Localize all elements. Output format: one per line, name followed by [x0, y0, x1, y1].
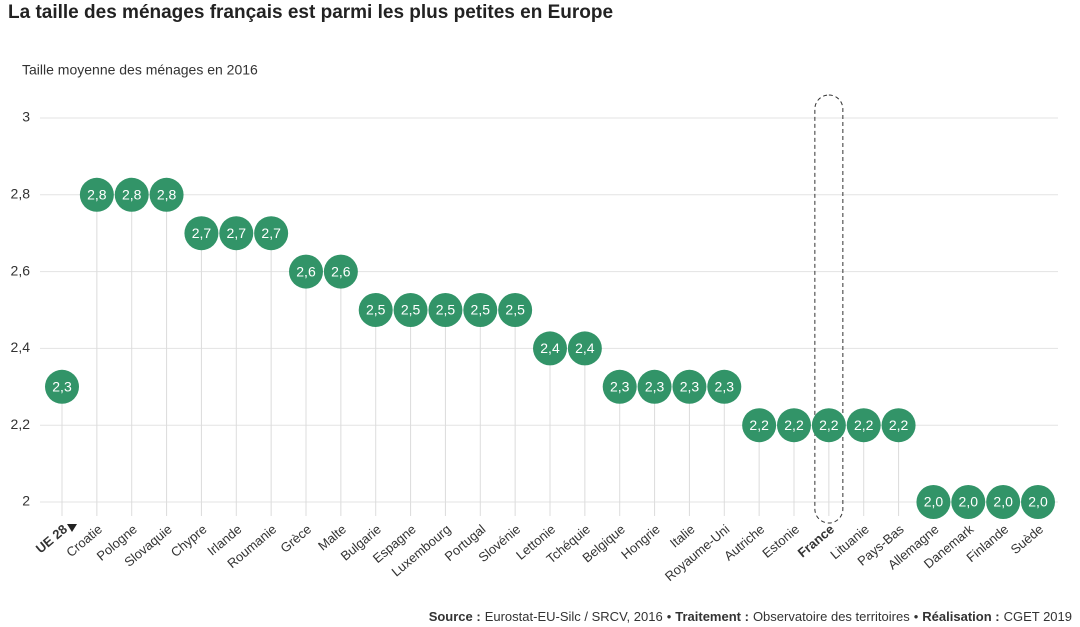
x-tick-label: Estonie: [759, 521, 802, 560]
y-tick-label: 3: [22, 109, 30, 125]
dot: [881, 408, 916, 443]
value-label: 2,3: [715, 379, 735, 395]
value-label: 2,5: [401, 302, 421, 318]
y-tick-label: 2,6: [11, 262, 31, 278]
value-label: 2,8: [122, 187, 142, 203]
footer-text: Eurostat-EU-Silc / SRCV, 2016: [485, 609, 663, 624]
dot: [358, 293, 393, 327]
dot: [533, 331, 567, 366]
value-label: 2,0: [1028, 494, 1048, 510]
value-label: 2,7: [227, 225, 247, 241]
dot: [463, 293, 498, 327]
y-tick-label: 2,4: [11, 339, 31, 355]
value-label: 2,2: [854, 417, 874, 433]
value-label: 2,2: [749, 417, 769, 433]
footer-text: CGET 2019: [1004, 609, 1072, 624]
reference-marker: [67, 524, 77, 532]
dot: [811, 408, 846, 443]
value-label: 2,5: [505, 302, 525, 318]
dot: [393, 293, 428, 327]
dot: [951, 485, 986, 519]
dot: [916, 485, 951, 519]
value-label: 2,2: [889, 417, 909, 433]
dot: [114, 177, 149, 212]
value-label: 2,3: [680, 379, 700, 395]
dot: [777, 408, 811, 443]
y-tick-label: 2: [22, 493, 30, 509]
value-label: 2,0: [993, 494, 1013, 510]
value-label: 2,7: [261, 225, 281, 241]
value-label: 2,8: [157, 187, 177, 203]
value-label: 2,5: [366, 302, 386, 318]
value-label: 2,2: [784, 417, 804, 433]
dot: [742, 408, 777, 443]
dot: [498, 293, 533, 327]
dot: [1021, 485, 1055, 519]
dot: [149, 177, 184, 212]
y-tick-label: 2,8: [11, 186, 31, 202]
footer-label: Réalisation :: [922, 609, 999, 624]
value-label: 2,6: [331, 263, 351, 279]
dot: [45, 369, 79, 404]
dot: [846, 408, 881, 443]
value-label: 2,5: [436, 302, 456, 318]
x-tick-label: Grèce: [277, 521, 314, 555]
value-label: 2,8: [87, 187, 107, 203]
dot: [602, 369, 637, 404]
dot: [254, 216, 289, 251]
dot: [184, 216, 219, 251]
footer-separator: •: [914, 609, 919, 624]
chart-title: La taille des ménages français est parmi…: [8, 2, 613, 23]
dot: [672, 369, 707, 404]
dot: [219, 216, 254, 251]
dot: [289, 254, 323, 289]
value-label: 2,3: [52, 379, 72, 395]
dot: [428, 293, 463, 327]
value-label: 2,3: [645, 379, 665, 395]
chart-subtitle: Taille moyenne des ménages en 2016: [22, 62, 258, 78]
value-label: 2,4: [575, 340, 595, 356]
value-label: 2,7: [192, 225, 212, 241]
value-label: 2,3: [610, 379, 630, 395]
x-tick-label: Chypre: [168, 521, 210, 559]
x-tick-label: Hongrie: [618, 521, 663, 562]
y-tick-label: 2,2: [11, 416, 31, 432]
dot: [79, 177, 114, 212]
value-label: 2,2: [819, 417, 839, 433]
value-label: 2,0: [959, 494, 979, 510]
value-label: 2,0: [924, 494, 944, 510]
dot: [567, 331, 602, 366]
dot: [323, 254, 358, 289]
value-label: 2,5: [471, 302, 491, 318]
footer: Source : Eurostat-EU-Silc / SRCV, 2016 • Tr…: [429, 609, 1072, 624]
footer-separator: •: [667, 609, 672, 624]
footer-label: Traitement :: [675, 609, 749, 624]
dot: [986, 485, 1021, 519]
value-label: 2,6: [296, 263, 316, 279]
dot: [637, 369, 672, 404]
dot: [707, 369, 742, 404]
footer-text: Observatoire des territoires: [753, 609, 910, 624]
value-label: 2,4: [540, 340, 560, 356]
footer-label: Source :: [429, 609, 481, 624]
x-tick-label: Suède: [1008, 521, 1046, 557]
highlight-box: [814, 94, 844, 524]
